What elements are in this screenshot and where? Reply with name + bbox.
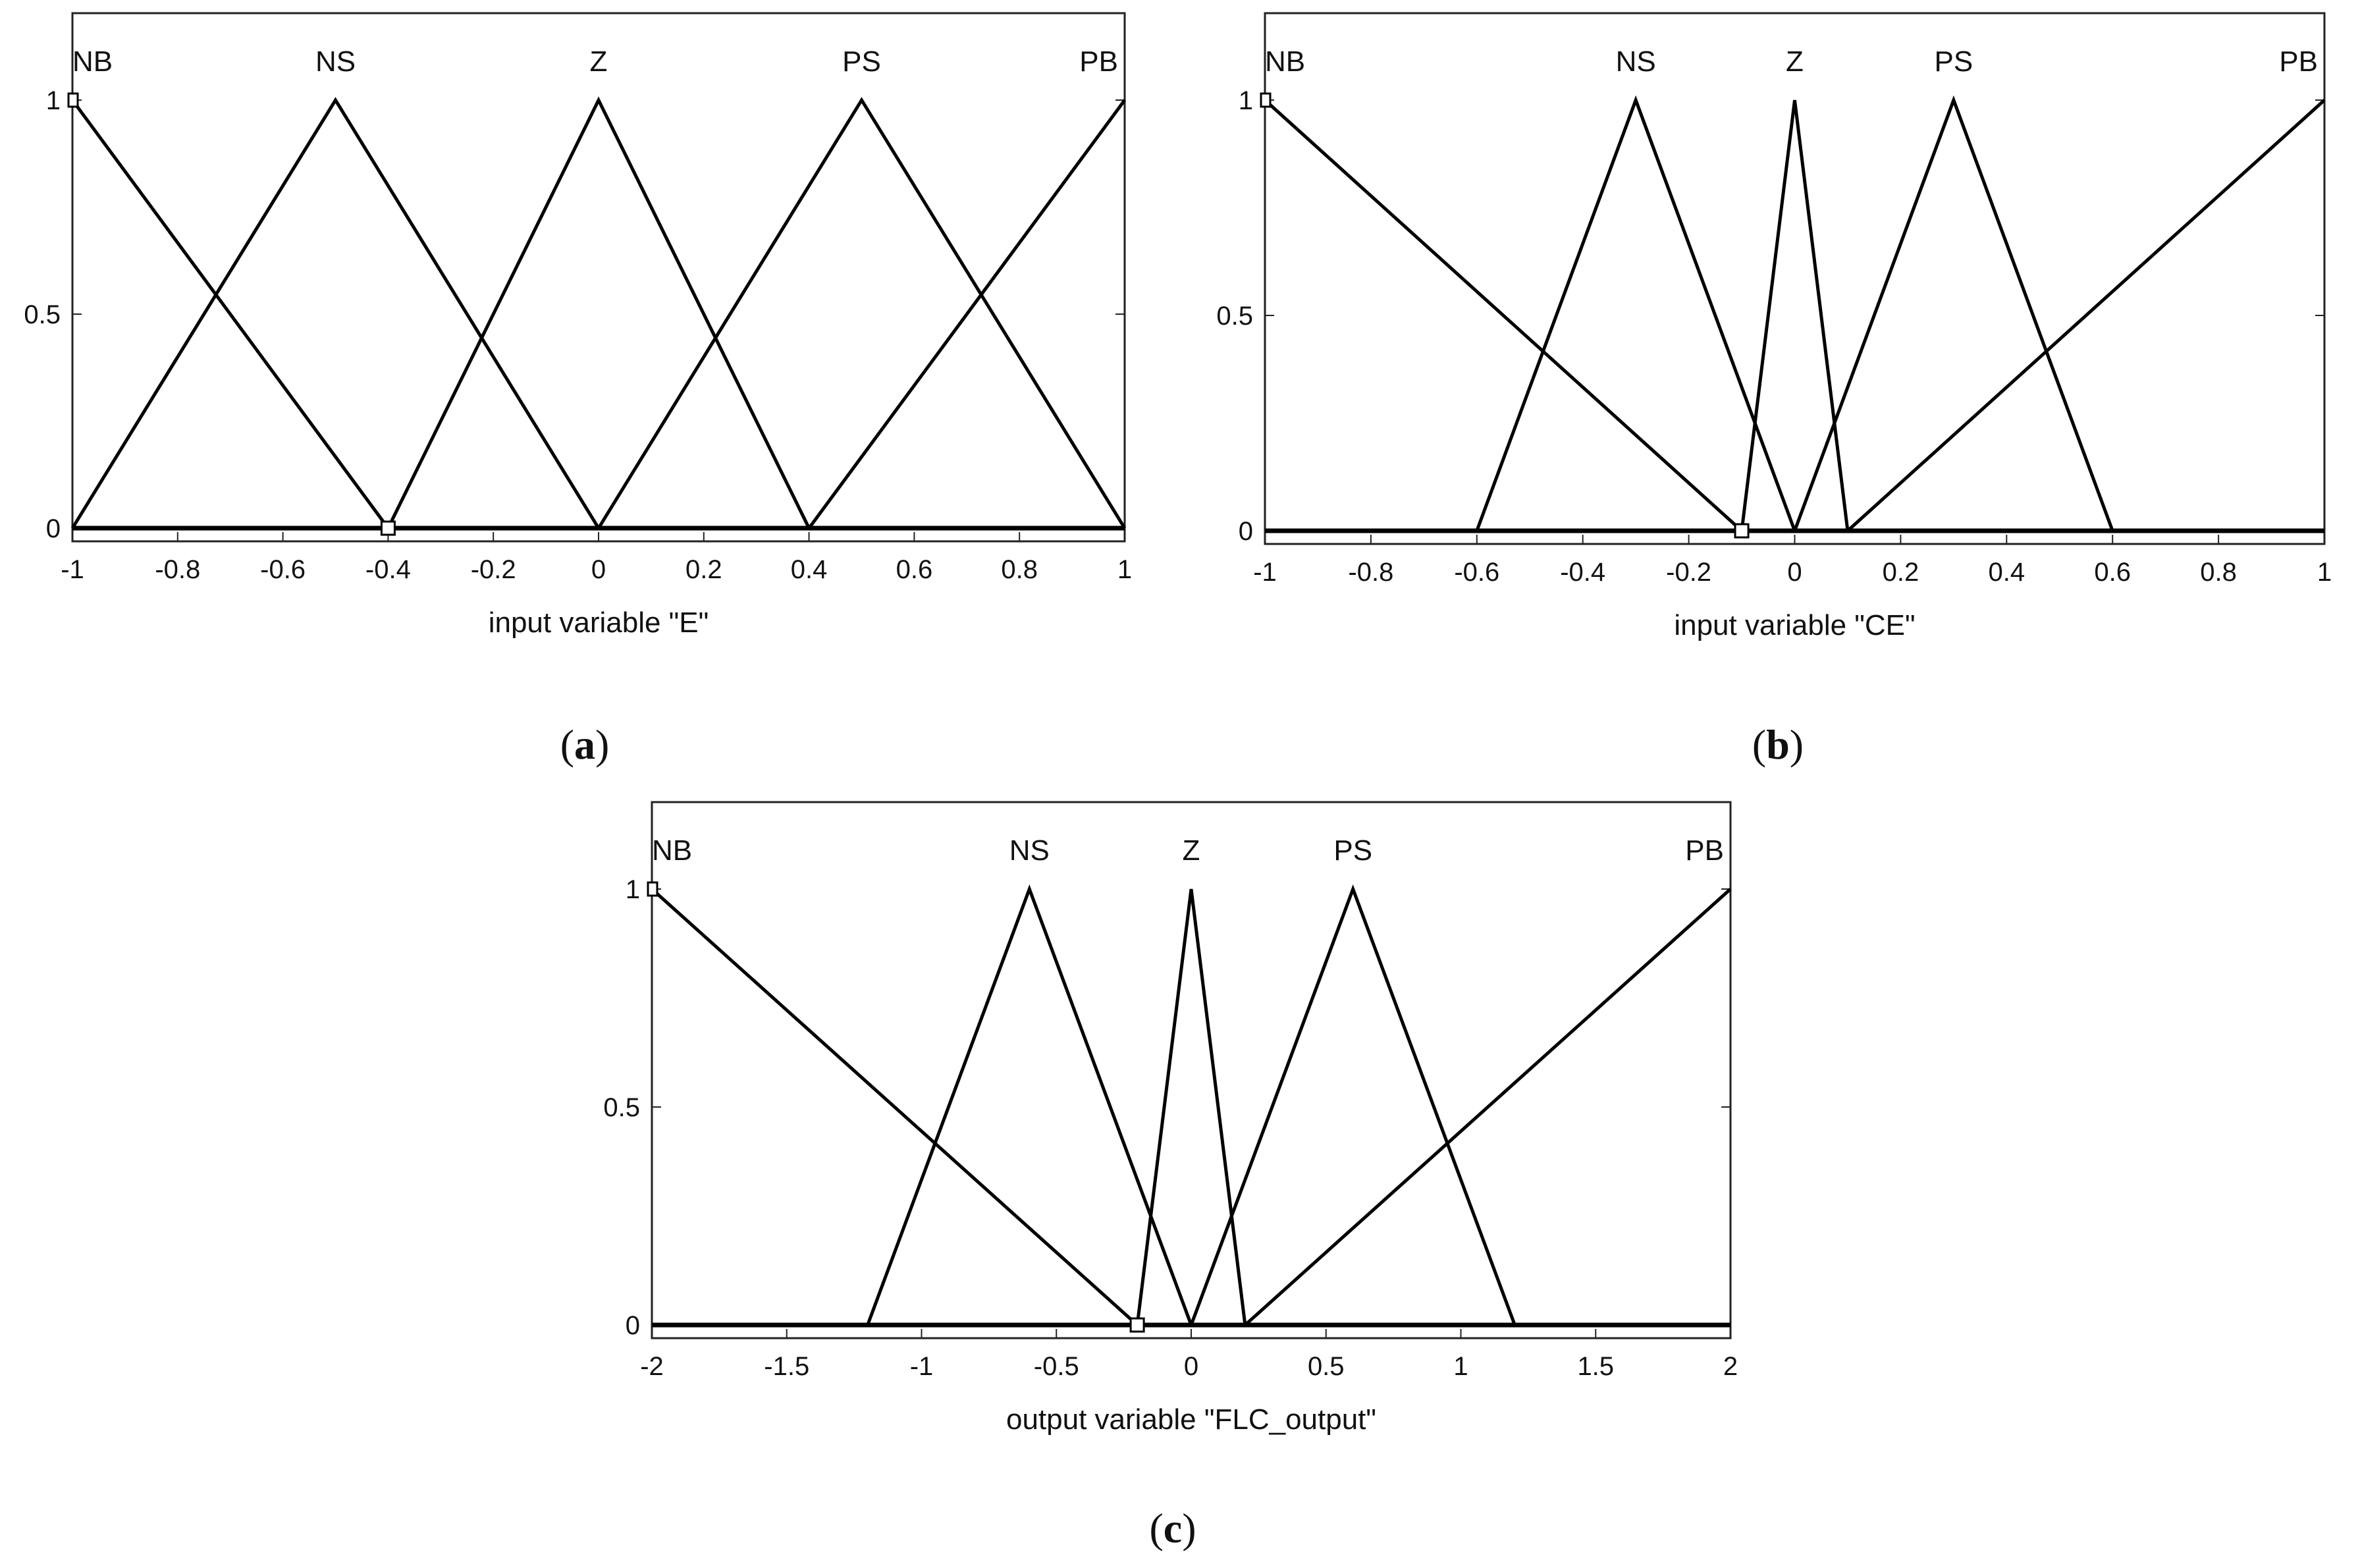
mf-label-nb: NB <box>1265 45 1305 78</box>
mf-label-ps: PS <box>1934 45 1973 78</box>
x-tick-label: 1 <box>1453 1352 1468 1381</box>
x-tick-label: -2 <box>640 1352 664 1381</box>
mf-selection-marker[interactable] <box>1734 523 1750 539</box>
x-tick-label: -1 <box>61 555 84 584</box>
x-tick-label: -0.4 <box>1560 558 1605 587</box>
x-tick-label: -0.8 <box>155 555 200 584</box>
x-tick-label: 2 <box>1723 1352 1738 1381</box>
x-tick-label: -0.6 <box>260 555 306 584</box>
x-tick-label: -1 <box>910 1352 934 1381</box>
y-tick-label: 1 <box>1239 86 1253 115</box>
x-tick-label: 0.2 <box>1883 558 1919 587</box>
mf-label-ns: NS <box>1009 834 1050 867</box>
mf-label-ns: NS <box>1616 45 1656 78</box>
y-tick-label: 0 <box>626 1311 640 1340</box>
mf-line-ps <box>1793 95 2114 531</box>
x-tick-label: -0.2 <box>1666 558 1711 587</box>
x-tick-label: 0 <box>1787 558 1802 587</box>
mf-line-pb <box>807 99 1127 529</box>
mf-label-pb: PB <box>2279 45 2318 78</box>
x-tick-label: 0.8 <box>1001 555 1038 584</box>
x-tick-label: 0.4 <box>791 555 828 584</box>
mf-selection-marker[interactable] <box>1129 1317 1145 1333</box>
x-tick-label: 1 <box>2317 558 2332 587</box>
mf-handle-marker[interactable] <box>1260 92 1272 108</box>
chart-panel-c: -2 -1.5 -1 -0.5 0 0.5 1 1.5 2 0 0.5 1 NB NS Z PS PB outpu… <box>603 801 1738 1436</box>
x-axis-label: output variable "FLC_output" <box>1006 1403 1376 1436</box>
x-tick-label: -1.5 <box>764 1352 809 1381</box>
x-tick-label: 0.2 <box>685 555 722 584</box>
plot-frame <box>1264 12 2326 545</box>
y-tick-label: 1 <box>626 875 640 904</box>
panel-label-a: (a) <box>560 721 610 768</box>
mf-label-ps: PS <box>1333 834 1372 867</box>
y-tick-label: 0 <box>46 514 61 543</box>
mf-line-ns <box>70 97 601 529</box>
mf-label-z: Z <box>1183 834 1200 867</box>
y-tick-label: 0 <box>1239 517 1253 546</box>
y-tick-label: 0.5 <box>603 1093 640 1122</box>
mf-line-ns <box>866 884 1193 1326</box>
x-tick-label: 0.5 <box>1308 1352 1345 1381</box>
x-tick-label: 0.4 <box>1988 558 2025 587</box>
x-tick-label: -0.6 <box>1454 558 1499 587</box>
panel-label-b: (b) <box>1752 721 1804 768</box>
x-tick-label: -0.5 <box>1034 1352 1079 1381</box>
x-axis-label: input variable "E" <box>489 607 709 639</box>
x-tick-label: -0.8 <box>1348 558 1393 587</box>
mf-line-ps <box>1189 884 1516 1326</box>
chart-panel-a: -1 -0.8 -0.6 -0.4 -0.2 0 0.2 0.4 0.6 0.8 1 0 0.5 1 NB N… <box>24 12 1132 639</box>
x-tick-label: 0 <box>1184 1352 1198 1381</box>
mf-label-ns: NS <box>315 45 356 78</box>
mf-label-nb: NB <box>72 45 113 78</box>
chart-panel-b: -1 -0.8 -0.6 -0.4 -0.2 0 0.2 0.4 0.6 0.8 1 0 0.5 1 NB N… <box>1216 12 2332 641</box>
x-axis-label: input variable "CE" <box>1674 609 1915 641</box>
x-tick-label: 0.6 <box>896 555 933 584</box>
x-tick-label: 1 <box>1117 555 1132 584</box>
x-tick-label: 1.5 <box>1577 1352 1614 1381</box>
mf-label-z: Z <box>590 45 608 78</box>
y-tick-label: 1 <box>46 86 61 115</box>
panel-label-c: (c) <box>1149 1505 1196 1552</box>
x-tick-label: -0.2 <box>471 555 516 584</box>
plot-frame <box>71 12 1126 543</box>
mf-line-z <box>387 96 811 529</box>
mf-line-nb <box>70 99 390 529</box>
y-tick-label: 0.5 <box>1216 302 1253 331</box>
x-tick-label: 0 <box>591 555 606 584</box>
mf-line-ns <box>1475 95 1796 531</box>
mf-line-pb <box>1244 888 1732 1326</box>
x-tick-label: 0.6 <box>2094 558 2131 587</box>
mf-label-z: Z <box>1786 45 1804 78</box>
mf-label-pb: PB <box>1079 45 1118 78</box>
mf-label-ps: PS <box>842 45 881 78</box>
x-tick-label: -0.4 <box>365 555 411 584</box>
mf-line-ps <box>597 97 1127 529</box>
x-tick-label: 0.8 <box>2200 558 2237 587</box>
mf-label-nb: NB <box>652 834 692 867</box>
mf-handle-marker[interactable] <box>67 92 79 108</box>
y-tick-label: 0.5 <box>24 300 61 329</box>
mf-line-nb <box>1264 99 1743 532</box>
mf-line-pb <box>1846 99 2326 532</box>
mf-line-z <box>1135 888 1247 1326</box>
mf-line-z <box>1740 99 1850 531</box>
mf-label-pb: PB <box>1685 834 1724 867</box>
mf-selection-marker[interactable] <box>380 520 396 536</box>
plot-frame <box>651 801 1732 1339</box>
mf-handle-marker[interactable] <box>647 881 658 897</box>
mf-line-nb <box>651 888 1139 1326</box>
x-tick-label: -1 <box>1253 558 1277 587</box>
